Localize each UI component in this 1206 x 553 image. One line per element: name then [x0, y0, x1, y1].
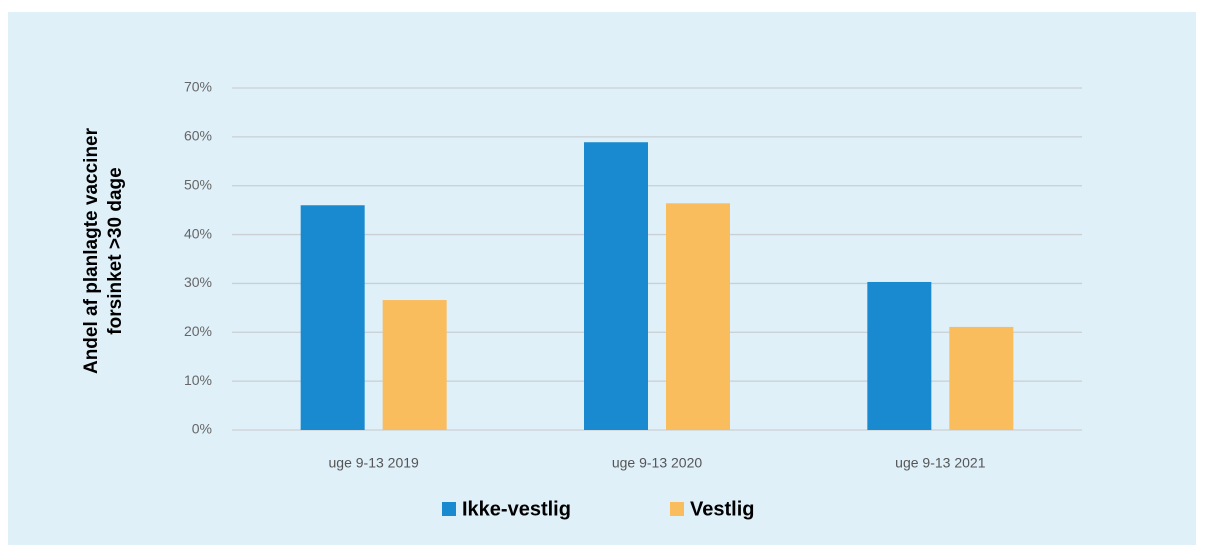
x-tick-label: uge 9-13 2021 [895, 455, 986, 471]
y-axis-title: forsinket >30 dage [105, 167, 126, 334]
y-tick-label: 10% [184, 372, 212, 388]
y-tick-label: 30% [184, 274, 212, 290]
y-tick-label: 60% [184, 128, 212, 144]
bar [300, 205, 365, 430]
legend-swatch [442, 502, 456, 516]
bar [867, 281, 932, 430]
x-tick-label: uge 9-13 2019 [329, 455, 420, 471]
legend-label: Ikke-vestlig [462, 498, 571, 520]
bar [584, 142, 648, 430]
bar [666, 203, 730, 430]
legend-label: Vestlig [690, 498, 754, 520]
bar [382, 300, 447, 430]
y-tick-label: 70% [184, 79, 212, 95]
y-tick-label: 20% [184, 323, 212, 339]
legend-swatch [670, 502, 684, 516]
y-tick-label: 40% [184, 225, 212, 241]
y-tick-label: 50% [184, 176, 212, 192]
x-tick-label: uge 9-13 2020 [612, 455, 703, 471]
bar [949, 326, 1014, 430]
y-tick-label: 0% [192, 421, 212, 437]
y-axis-title: Andel af planlagte vacciner [81, 127, 102, 374]
